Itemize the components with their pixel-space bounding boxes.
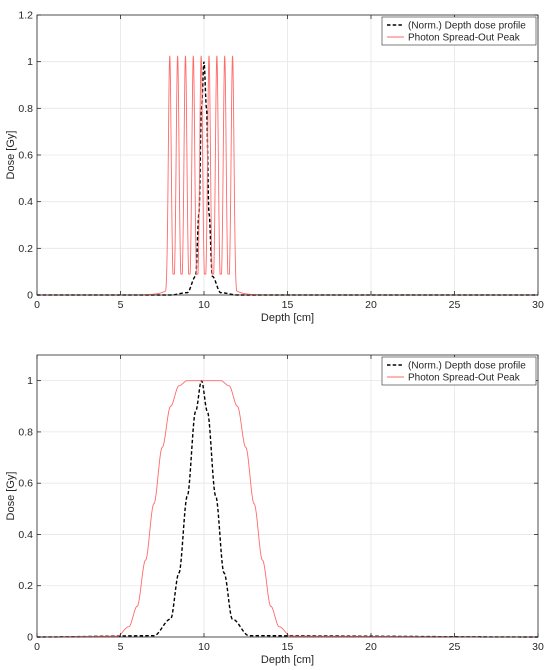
x-tick-label: 10 — [198, 299, 210, 311]
y-tick-label: 0.2 — [18, 580, 33, 592]
y-tick-label: 1 — [27, 56, 33, 68]
grid — [36, 355, 539, 638]
x-tick-label: 10 — [198, 641, 210, 653]
y-tick-label: 0.8 — [18, 103, 33, 115]
x-tick-label: 15 — [282, 299, 294, 311]
x-axis-label: Depth [cm] — [261, 654, 314, 666]
x-tick-label: 25 — [449, 641, 461, 653]
x-tick-label: 25 — [449, 299, 461, 311]
legend-label-1: Photon Spread-Out Peak — [408, 33, 521, 44]
y-tick-label: 1 — [27, 375, 33, 387]
y-tick-label: 0.6 — [18, 478, 33, 490]
x-tick-label: 0 — [34, 299, 40, 311]
y-tick-label: 0 — [27, 632, 33, 644]
x-tick-label: 20 — [365, 641, 377, 653]
y-tick-label: 0.8 — [18, 426, 33, 438]
grid — [36, 14, 539, 296]
x-tick-label: 5 — [118, 299, 124, 311]
x-tick-label: 20 — [365, 299, 377, 311]
chart-top: 0 5 10 15 20 25 30 0 0.2 0.4 0.6 0.8 1 1.2 Depth [cm] D… — [5, 10, 544, 325]
legend-label-0: (Norm.) Depth dose profile — [408, 21, 526, 32]
x-axis-label: Depth [cm] — [261, 312, 314, 324]
legend-box — [381, 16, 537, 46]
chart-bottom: 0 5 10 15 20 25 30 0 0.2 0.4 0.6 0.8 1 Depth [cm] Dose… — [5, 354, 544, 666]
y-axis-label: Dose [Gy] — [5, 472, 17, 521]
x-tick-label: 0 — [34, 641, 40, 653]
legend-label-1: Photon Spread-Out Peak — [408, 373, 521, 384]
y-tick-label: 0.6 — [18, 150, 33, 162]
legend-box — [381, 356, 537, 386]
y-tick-label: 0.4 — [18, 529, 33, 541]
y-tick-label: 0.2 — [18, 243, 33, 255]
legend-label-0: (Norm.) Depth dose profile — [408, 361, 526, 372]
y-tick-label: 0.4 — [18, 196, 33, 208]
x-tick-label: 5 — [118, 641, 124, 653]
y-tick-label: 1.2 — [18, 10, 33, 22]
y-axis-label: Dose [Gy] — [5, 131, 17, 180]
y-tick-label: 0 — [27, 290, 33, 302]
x-tick-label: 30 — [532, 299, 544, 311]
x-tick-label: 30 — [532, 641, 544, 653]
x-tick-label: 15 — [282, 641, 294, 653]
